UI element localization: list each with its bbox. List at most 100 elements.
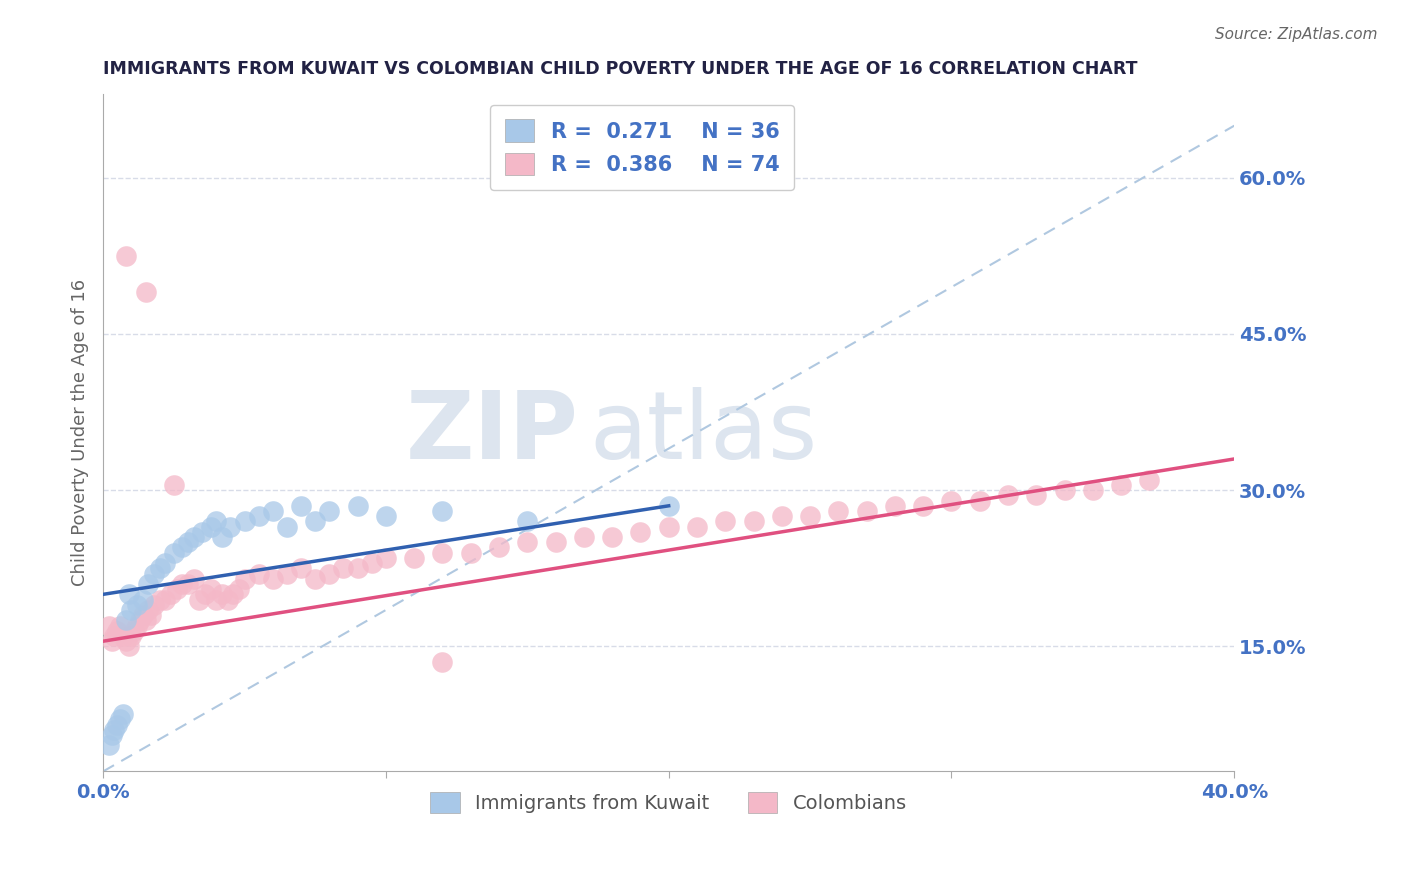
Point — [290, 499, 312, 513]
Point — [138, 603, 160, 617]
Point — [163, 546, 186, 560]
Point — [205, 515, 228, 529]
Point — [108, 712, 131, 726]
Point — [128, 613, 150, 627]
Point — [516, 515, 538, 529]
Point — [233, 572, 256, 586]
Point — [117, 587, 139, 601]
Point — [141, 608, 163, 623]
Point — [205, 592, 228, 607]
Point — [217, 592, 239, 607]
Point — [304, 572, 326, 586]
Point — [332, 561, 354, 575]
Point — [120, 603, 142, 617]
Point — [346, 499, 368, 513]
Point — [276, 566, 298, 581]
Point — [108, 618, 131, 632]
Point — [135, 285, 157, 300]
Text: IMMIGRANTS FROM KUWAIT VS COLOMBIAN CHILD POVERTY UNDER THE AGE OF 16 CORRELATIO: IMMIGRANTS FROM KUWAIT VS COLOMBIAN CHIL… — [103, 60, 1137, 78]
Point — [183, 530, 205, 544]
Point — [884, 499, 907, 513]
Point — [97, 739, 120, 753]
Point — [374, 550, 396, 565]
Point — [177, 535, 200, 549]
Point — [997, 488, 1019, 502]
Point — [100, 634, 122, 648]
Point — [155, 556, 177, 570]
Point — [628, 524, 651, 539]
Point — [177, 577, 200, 591]
Y-axis label: Child Poverty Under the Age of 16: Child Poverty Under the Age of 16 — [72, 279, 89, 586]
Point — [1081, 483, 1104, 498]
Point — [149, 592, 172, 607]
Point — [114, 613, 136, 627]
Point — [714, 515, 737, 529]
Point — [125, 598, 148, 612]
Point — [111, 707, 134, 722]
Point — [600, 530, 623, 544]
Point — [105, 717, 128, 731]
Legend: Immigrants from Kuwait, Colombians: Immigrants from Kuwait, Colombians — [420, 782, 917, 822]
Point — [969, 493, 991, 508]
Point — [219, 519, 242, 533]
Point — [941, 493, 963, 508]
Text: atlas: atlas — [589, 387, 818, 479]
Point — [122, 624, 145, 638]
Point — [135, 613, 157, 627]
Point — [143, 598, 166, 612]
Point — [460, 546, 482, 560]
Point — [132, 608, 155, 623]
Point — [432, 546, 454, 560]
Point — [432, 655, 454, 669]
Point — [658, 519, 681, 533]
Point — [318, 504, 340, 518]
Point — [172, 541, 194, 555]
Point — [488, 541, 510, 555]
Point — [346, 561, 368, 575]
Point — [191, 524, 214, 539]
Point — [228, 582, 250, 596]
Point — [1025, 488, 1047, 502]
Point — [183, 572, 205, 586]
Point — [125, 618, 148, 632]
Point — [211, 587, 233, 601]
Point — [103, 629, 125, 643]
Point — [247, 566, 270, 581]
Point — [114, 634, 136, 648]
Point — [1053, 483, 1076, 498]
Point — [1139, 473, 1161, 487]
Point — [200, 582, 222, 596]
Point — [160, 587, 183, 601]
Point — [686, 519, 709, 533]
Point — [770, 509, 793, 524]
Point — [404, 550, 426, 565]
Point — [166, 582, 188, 596]
Point — [97, 618, 120, 632]
Point — [111, 629, 134, 643]
Point — [544, 535, 567, 549]
Point — [374, 509, 396, 524]
Point — [120, 629, 142, 643]
Text: ZIP: ZIP — [405, 387, 578, 479]
Point — [262, 504, 284, 518]
Point — [276, 519, 298, 533]
Point — [149, 561, 172, 575]
Point — [105, 624, 128, 638]
Text: Source: ZipAtlas.com: Source: ZipAtlas.com — [1215, 27, 1378, 42]
Point — [304, 515, 326, 529]
Point — [318, 566, 340, 581]
Point — [155, 592, 177, 607]
Point — [516, 535, 538, 549]
Point — [200, 519, 222, 533]
Point — [742, 515, 765, 529]
Point — [233, 515, 256, 529]
Point — [290, 561, 312, 575]
Point — [658, 499, 681, 513]
Point — [827, 504, 849, 518]
Point — [114, 249, 136, 263]
Point — [572, 530, 595, 544]
Point — [132, 592, 155, 607]
Point — [1109, 478, 1132, 492]
Point — [103, 723, 125, 737]
Point — [247, 509, 270, 524]
